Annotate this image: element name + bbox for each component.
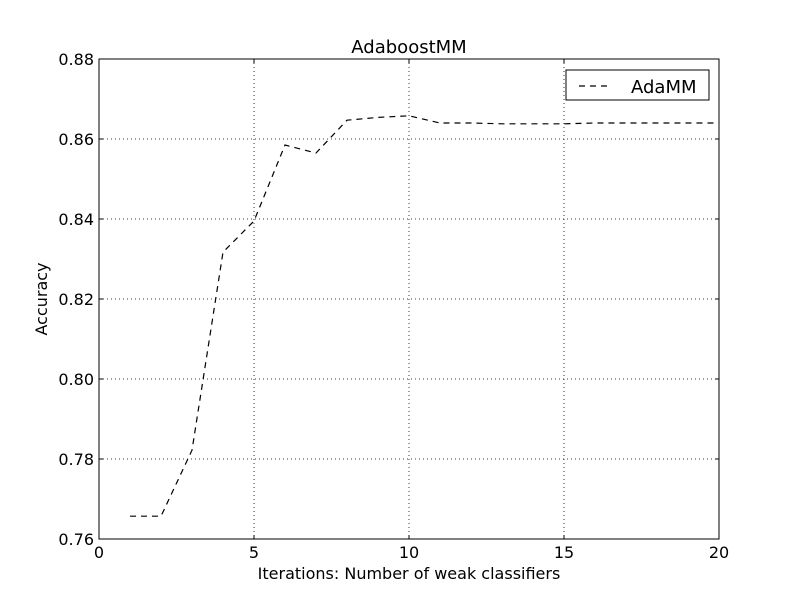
y-tick-label: 0.76 bbox=[58, 530, 94, 549]
y-tick-label: 0.82 bbox=[58, 290, 94, 309]
y-tick-label: 0.86 bbox=[58, 130, 94, 149]
series-layer bbox=[130, 115, 719, 517]
x-tick-label: 0 bbox=[94, 543, 104, 562]
y-tick-label: 0.84 bbox=[58, 210, 94, 229]
series-line-adamm bbox=[130, 115, 719, 517]
x-tick-label: 5 bbox=[249, 543, 259, 562]
legend: AdaMM bbox=[565, 69, 710, 101]
x-tick-labels: 0 5 10 15 20 bbox=[94, 543, 729, 562]
x-tick-label: 10 bbox=[399, 543, 419, 562]
legend-label-adamm: AdaMM bbox=[631, 77, 697, 98]
tick-layer bbox=[98, 58, 720, 540]
x-axis-title: Iterations: Number of weak classifiers bbox=[258, 564, 561, 583]
y-tick-label: 0.78 bbox=[58, 450, 94, 469]
x-tick-label: 15 bbox=[554, 543, 574, 562]
y-tick-label: 0.80 bbox=[58, 370, 94, 389]
chart-title: AdaboostMM bbox=[351, 37, 466, 58]
y-tick-labels: 0.76 0.78 0.80 0.82 0.84 0.86 0.88 bbox=[58, 50, 94, 549]
x-tick-label: 20 bbox=[709, 543, 729, 562]
y-axis-title: Accuracy bbox=[32, 262, 51, 335]
legend-box bbox=[565, 69, 710, 101]
y-tick-label: 0.88 bbox=[58, 50, 94, 69]
